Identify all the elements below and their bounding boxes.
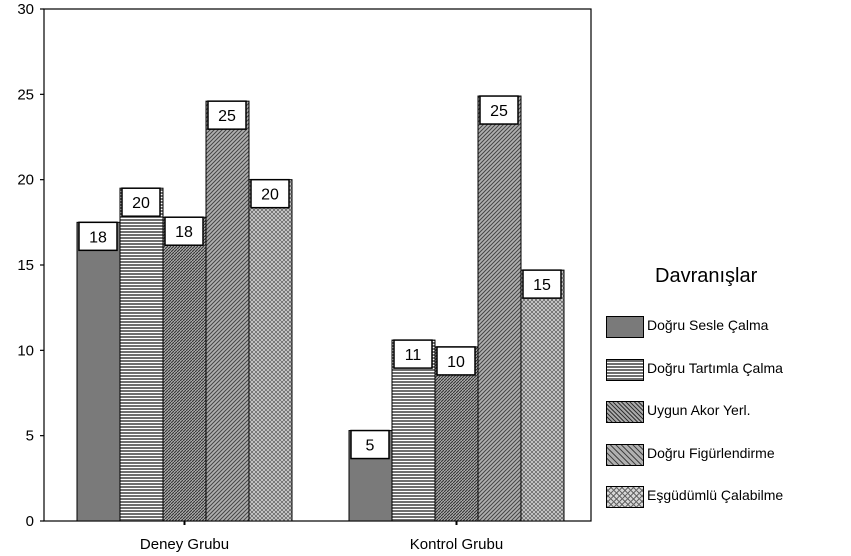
data-label-box [78, 221, 118, 252]
data-label: 5 [366, 438, 375, 455]
data-label-box [207, 100, 247, 130]
data-label-box [350, 429, 390, 460]
x-tick-label: Deney Grubu [140, 536, 229, 553]
data-label: 10 [447, 354, 465, 371]
bar [391, 339, 436, 522]
bar [205, 100, 250, 522]
legend-label: Doğru Sesle Çalma [647, 317, 769, 333]
data-label: 15 [533, 277, 551, 294]
bar [76, 221, 121, 522]
data-label: 25 [218, 108, 236, 125]
data-label: 18 [89, 229, 107, 246]
data-label: 25 [490, 103, 508, 120]
legend-label: Doğru Tartımla Çalma [647, 359, 783, 376]
y-tick-label: 0 [26, 513, 34, 530]
legend-title: Davranışlar [655, 265, 758, 287]
bar [520, 269, 565, 522]
legend-swatch [606, 486, 644, 508]
legend-swatch [606, 316, 644, 338]
data-label-box [436, 346, 476, 376]
y-tick-label: 20 [17, 172, 34, 189]
legend-label: Eşgüdümlü Çalabilme [647, 487, 784, 503]
data-label-box [250, 178, 290, 209]
y-tick-label: 30 [17, 1, 34, 18]
bar [162, 216, 207, 522]
legend-swatch [606, 401, 644, 423]
data-label-box [522, 269, 562, 299]
data-label-box [121, 187, 161, 217]
axes: 0 5 10 15 20 25 30 Deney Grubu Kontrol Grubu [17, 1, 503, 553]
data-label: 20 [132, 195, 150, 212]
bar [119, 187, 164, 522]
bars [76, 95, 565, 522]
bar [434, 346, 479, 522]
x-tick-label: Kontrol Grubu [410, 536, 503, 553]
data-label-box [479, 95, 519, 125]
data-labels: 18 5 20 11 18 10 25 25 20 15 [78, 95, 562, 460]
data-label: 20 [261, 187, 279, 204]
y-tick-label: 5 [26, 428, 34, 445]
y-tick-label: 15 [17, 257, 34, 274]
legend-label: Doğru Figürlendirme [647, 444, 775, 461]
legend-swatch [606, 443, 644, 466]
data-label: 18 [175, 224, 193, 241]
data-label: 11 [405, 347, 422, 364]
bar [477, 95, 522, 522]
legend-swatch [606, 358, 644, 381]
data-label-box [393, 339, 433, 369]
y-tick-label: 25 [17, 86, 34, 103]
bar [248, 179, 293, 522]
data-label-box [164, 216, 204, 246]
legend-label: Uygun Akor Yerl. [647, 402, 751, 418]
y-tick-label: 10 [17, 342, 34, 359]
